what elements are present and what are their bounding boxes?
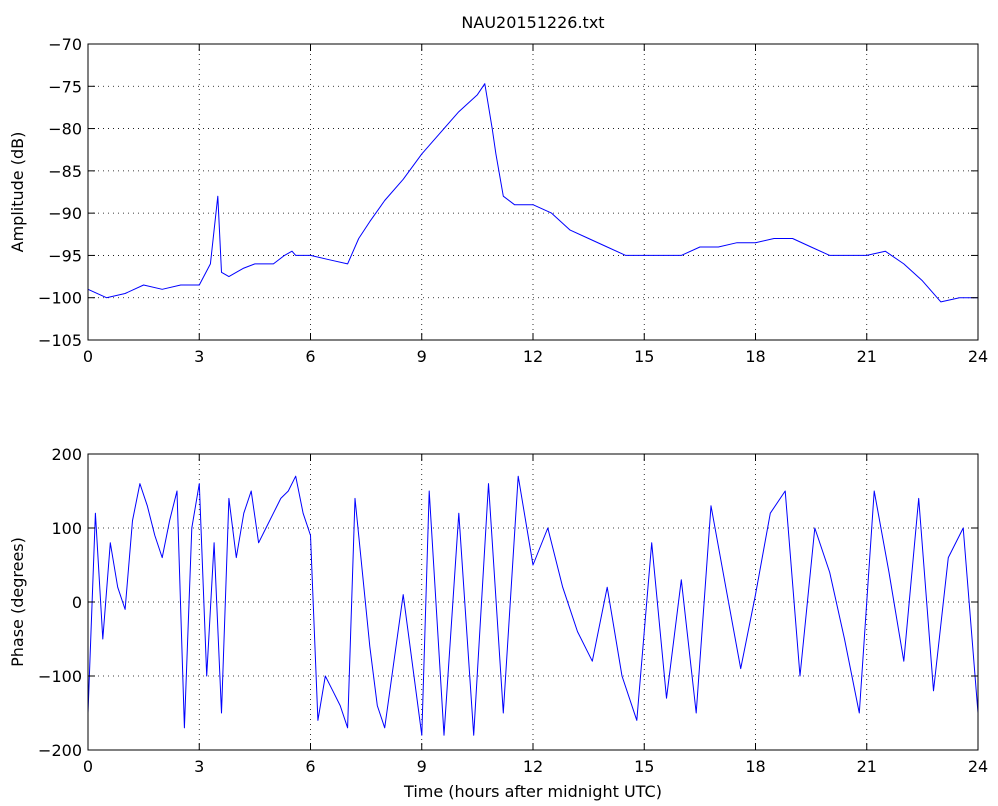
phase-y-tick-label: 200 xyxy=(51,445,82,464)
phase-y-tick-label: 0 xyxy=(72,593,82,612)
amplitude-y-tick-label: −105 xyxy=(38,331,82,350)
phase-x-tick-label: 15 xyxy=(634,757,654,776)
amplitude-x-tick-label: 6 xyxy=(305,347,315,366)
amplitude-y-tick-label: −100 xyxy=(38,289,82,308)
amplitude-x-tick-label: 9 xyxy=(417,347,427,366)
amplitude-x-tick-label: 12 xyxy=(523,347,543,366)
amplitude-x-tick-label: 18 xyxy=(745,347,765,366)
figure-title: NAU20151226.txt xyxy=(461,13,604,32)
amplitude-x-tick-label: 15 xyxy=(634,347,654,366)
phase-series-line xyxy=(87,475,979,736)
phase-x-tick-label: 3 xyxy=(194,757,204,776)
phase-x-tick-label: 12 xyxy=(523,757,543,776)
phase-x-tick-label: 6 xyxy=(305,757,315,776)
phase-x-tick-label: 21 xyxy=(857,757,877,776)
phase-y-tick-label: 100 xyxy=(51,519,82,538)
amplitude-x-tick-label: 21 xyxy=(857,347,877,366)
x-axis-label: Time (hours after midnight UTC) xyxy=(403,782,662,801)
amplitude-y-tick-label: −75 xyxy=(48,77,82,96)
amplitude-x-tick-label: 24 xyxy=(968,347,988,366)
amplitude-y-tick-label: −85 xyxy=(48,162,82,181)
phase-y-tick-label: −100 xyxy=(38,667,82,686)
phase-x-tick-label: 9 xyxy=(417,757,427,776)
amplitude-plot: 0 3 6 9 12 15 18 21 24 −105 −100 −95 −90 −85 −80 −75 −70… xyxy=(8,35,988,366)
phase-x-tick-label: 0 xyxy=(83,757,93,776)
amplitude-y-tick-label: −80 xyxy=(48,120,82,139)
phase-y-axis-label: Phase (degrees) xyxy=(8,537,27,667)
amplitude-x-tick-label: 0 xyxy=(83,347,93,366)
amplitude-y-tick-label: −70 xyxy=(48,35,82,54)
phase-y-tick-label: −200 xyxy=(38,741,82,760)
phase-x-tick-label: 18 xyxy=(745,757,765,776)
phase-x-tick-label: 24 xyxy=(968,757,988,776)
amplitude-series-line xyxy=(87,83,978,303)
amplitude-y-tick-label: −90 xyxy=(48,204,82,223)
amplitude-y-tick-label: −95 xyxy=(48,246,82,265)
amplitude-x-tick-label: 3 xyxy=(194,347,204,366)
amplitude-y-axis-label: Amplitude (dB) xyxy=(8,132,27,253)
phase-plot: 0 3 6 9 12 15 18 21 24 −200 −100 0 100 200 Phase (degr… xyxy=(8,445,988,776)
